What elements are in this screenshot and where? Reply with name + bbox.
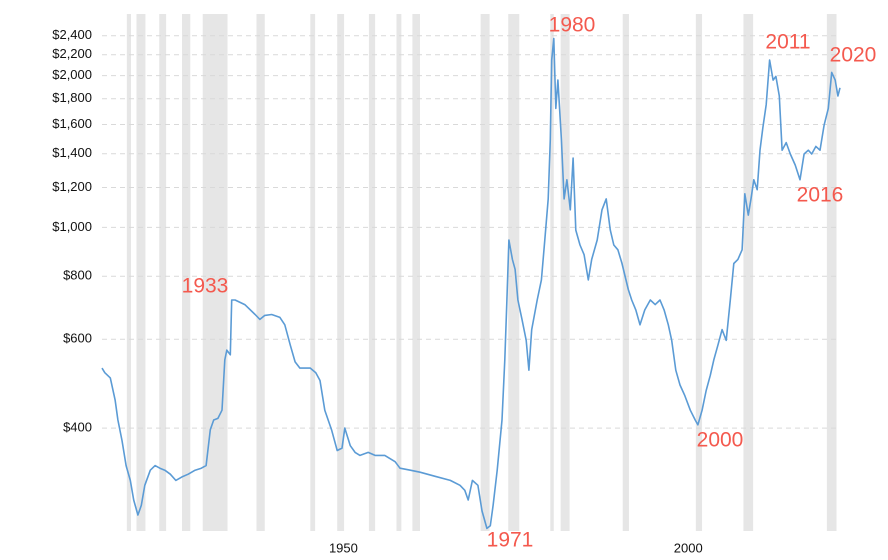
annotation: 1980 — [549, 14, 596, 37]
annotation: 2020 — [830, 44, 877, 67]
annotation: 2016 — [797, 184, 844, 207]
recession-band — [182, 14, 191, 531]
recession-band — [412, 14, 420, 531]
recession-band — [480, 14, 490, 531]
y-tick-label: $1,800 — [52, 90, 92, 105]
recession-band — [126, 14, 131, 531]
y-tick-label: $400 — [63, 420, 92, 435]
recession-band — [136, 14, 146, 531]
y-tick-label: $1,600 — [52, 116, 92, 131]
recession-band — [622, 14, 629, 531]
recession-band — [560, 14, 570, 531]
x-tick-label: 2000 — [674, 540, 703, 555]
y-tick-label: $1,000 — [52, 219, 92, 234]
recession-band — [310, 14, 316, 531]
recession-band — [159, 14, 167, 531]
recession-band — [826, 14, 837, 531]
recession-band — [202, 14, 228, 531]
annotation: 1933 — [182, 275, 229, 298]
y-tick-label: $2,000 — [52, 67, 92, 82]
y-tick-label: $800 — [63, 268, 92, 283]
y-tick-label: $2,200 — [52, 46, 92, 61]
recession-band — [368, 14, 376, 531]
annotation: 2000 — [697, 429, 744, 452]
y-tick-label: $1,200 — [52, 179, 92, 194]
y-tick-label: $2,400 — [52, 27, 92, 42]
x-tick-label: 1950 — [329, 540, 358, 555]
recession-band — [743, 14, 754, 531]
recession-band — [695, 14, 703, 531]
y-tick-label: $1,400 — [52, 145, 92, 160]
recession-band — [550, 14, 554, 531]
recession-band — [256, 14, 265, 531]
annotation: 1971 — [487, 529, 534, 552]
recession-band — [337, 14, 345, 531]
price-line — [101, 37, 841, 530]
recession-band — [396, 14, 402, 531]
y-tick-label: $600 — [63, 331, 92, 346]
annotation: 2011 — [765, 31, 810, 54]
recession-band — [508, 14, 520, 531]
